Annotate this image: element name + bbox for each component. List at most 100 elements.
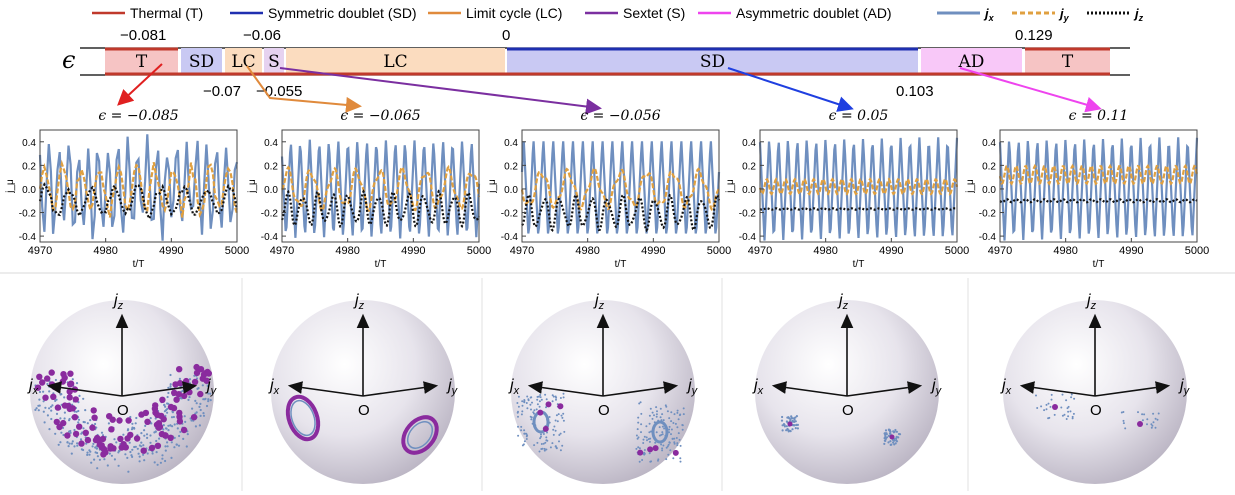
arrow-t (117, 63, 163, 106)
tick-bottom-2: −0.055 (256, 83, 302, 100)
ytick-4-4: -0.4 (979, 232, 997, 243)
legend-jz: jz (1133, 6, 1144, 23)
axis-label-jz-2: jz (593, 292, 605, 312)
ylabel-2: j_μ (487, 179, 498, 194)
phase-bar: ϵ T SD LC S LC SD AD T −0.081 −0.06 0 0.129 −0.… (62, 27, 1130, 100)
series-j_x-2 (520, 141, 721, 234)
xtick-1-1: 4980 (335, 245, 359, 257)
axis-label-jz-1: jz (353, 292, 365, 312)
xtick-3-1: 4980 (813, 245, 837, 257)
origin-label-3: O (842, 402, 854, 419)
series-j_x-3 (758, 137, 959, 241)
phase-segment-label-1: SD (189, 52, 214, 72)
ytick-4-0: 0.4 (982, 138, 996, 149)
axis-label-jz-3: jz (837, 292, 849, 312)
ytick-0-3: -0.2 (19, 209, 37, 220)
phase-segment-label-5: SD (700, 52, 725, 72)
sphere-points-4 (1035, 393, 1160, 430)
xtick-0-1: 4980 (93, 245, 117, 257)
tick-top-2: −0.06 (243, 27, 281, 44)
ytick-4-3: -0.2 (979, 209, 997, 220)
xtick-1-0: 4970 (270, 245, 294, 257)
tick-top-3: 0 (502, 27, 510, 44)
phase-segment-3 (264, 48, 284, 75)
phase-segment-label-2: LC (231, 52, 255, 72)
sphere-axes-1 (287, 313, 439, 397)
series-j_x-1 (280, 139, 481, 239)
xtick-4-0: 4970 (988, 245, 1012, 257)
xtick-0-0: 4970 (28, 245, 52, 257)
ylabel-4: j_μ (965, 179, 976, 194)
origin-label-0: O (117, 402, 129, 419)
sphere-axes-0 (46, 313, 198, 397)
axis-label-jx-1: jx (268, 377, 280, 397)
ytick-1-0: 0.4 (264, 138, 278, 149)
phase-segment-4 (286, 48, 505, 75)
xlabel-0: t/T (133, 259, 145, 270)
plot-panel-0: ϵ = −0.085 4970 4980 4990 5000 0.4 0.2 0.0 -0.2 -… (5, 108, 249, 270)
series-j_x-4 (998, 137, 1199, 241)
xtick-4-3: 5000 (1185, 245, 1209, 257)
ytick-0-4: -0.4 (19, 232, 37, 243)
phase-segment-5 (507, 48, 918, 75)
xtick-3-3: 5000 (945, 245, 969, 257)
sphere-points-0 (34, 363, 212, 473)
plot-panel-4: ϵ = 0.11 4970 4980 4990 5000 0.4 0.2 0.0 -0.2 -0.… (965, 108, 1209, 270)
phase-segment-label-3: S (268, 52, 280, 72)
legend-thermal: Thermal (T) (130, 5, 203, 21)
legend-jy: jy (1058, 6, 1070, 23)
time-series-panels: ϵ = −0.085 4970 4980 4990 5000 0.4 0.2 0.0 -0.2 -… (5, 108, 1209, 270)
plot-title-2: ϵ = −0.056 (580, 108, 660, 124)
ytick-2-1: 0.2 (504, 161, 518, 172)
plot-panel-2: ϵ = −0.056 4970 4980 4990 5000 0.4 0.2 0.0 -0.2 -… (487, 108, 731, 270)
plot-title-4: ϵ = 0.11 (1069, 108, 1129, 124)
ytick-0-0: 0.4 (22, 138, 36, 149)
axis-label-jz-4: jz (1085, 292, 1097, 312)
sphere-points-3 (780, 415, 902, 446)
xtick-4-2: 4990 (1119, 245, 1143, 257)
ytick-2-2: 0.0 (504, 185, 518, 196)
plot-frame-4 (999, 129, 1198, 243)
origin-label-1: O (358, 402, 370, 419)
arrow-sd (727, 67, 854, 112)
xlabel-2: t/T (615, 259, 627, 270)
legend-s: Sextet (S) (623, 5, 685, 21)
sphere-points-1 (285, 394, 439, 455)
axis-label-jx-2: jx (508, 377, 520, 397)
ytick-1-4: -0.4 (261, 232, 279, 243)
xtick-2-2: 4990 (641, 245, 665, 257)
series-j_z-3 (759, 207, 958, 211)
tick-bottom-3: 0.103 (896, 83, 934, 100)
legend-jx: jx (983, 6, 995, 23)
sphere-axes-4 (1019, 313, 1171, 397)
series-j_z-4 (999, 198, 1198, 204)
ytick-4-1: 0.2 (982, 161, 996, 172)
series-j_y-0 (38, 159, 239, 218)
plot-panel-1: ϵ = −0.065 4970 4980 4990 5000 0.4 0.2 0.0 -0.2 -… (247, 108, 491, 270)
series-j_z-0 (38, 182, 239, 222)
xtick-3-2: 4990 (879, 245, 903, 257)
plot-frame-1 (281, 129, 480, 243)
arrow-s (279, 67, 602, 115)
plot-title-1: ϵ = −0.065 (340, 108, 420, 124)
ytick-3-2: 0.0 (742, 185, 756, 196)
phase-arrows (117, 63, 1102, 115)
xtick-1-2: 4990 (401, 245, 425, 257)
ylabel-0: j_μ (5, 179, 16, 194)
sphere-points-2 (516, 392, 685, 463)
arrow-ad (959, 67, 1102, 113)
ytick-1-1: 0.2 (264, 161, 278, 172)
xtick-0-2: 4990 (159, 245, 183, 257)
ytick-0-1: 0.2 (22, 161, 36, 172)
series-j_y-4 (998, 163, 1199, 186)
ytick-1-2: 0.0 (264, 185, 278, 196)
xtick-2-0: 4970 (510, 245, 534, 257)
ytick-2-0: 0.4 (504, 138, 518, 149)
phase-segment-2 (225, 48, 262, 75)
